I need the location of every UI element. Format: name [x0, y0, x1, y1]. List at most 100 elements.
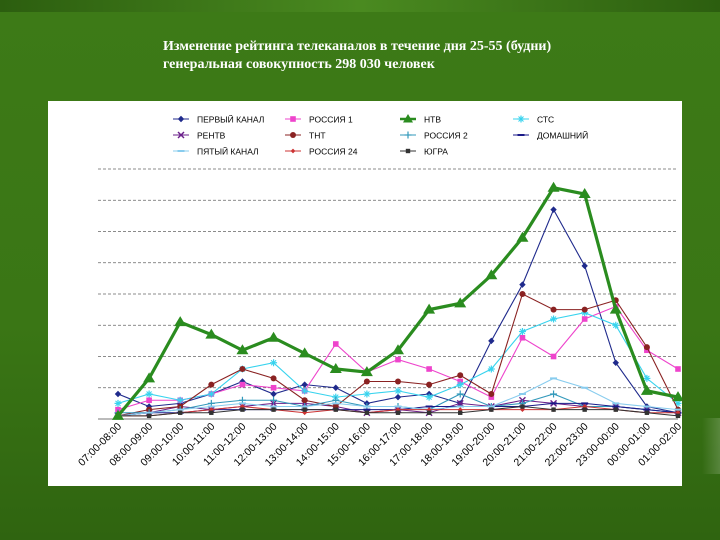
legend-item: ТНТ	[285, 131, 326, 141]
data-point	[519, 334, 526, 341]
series-2	[112, 181, 684, 420]
legend-item: СТС	[513, 115, 554, 125]
data-point-stroke	[177, 397, 184, 404]
data-point	[290, 132, 296, 138]
data-point-stroke	[270, 359, 277, 366]
data-point	[489, 407, 494, 412]
data-point-stroke	[364, 391, 370, 397]
data-point	[395, 407, 401, 413]
legend-label: РОССИЯ 1	[309, 115, 353, 125]
data-point	[550, 390, 558, 398]
legend-label: СТС	[537, 115, 554, 125]
data-point	[518, 328, 526, 335]
legend-label: ДОМАШНИЙ	[537, 130, 588, 141]
data-point	[458, 410, 463, 415]
data-point-stroke	[208, 391, 215, 397]
data-point	[581, 316, 588, 322]
data-point-stroke	[550, 316, 557, 322]
data-point	[395, 410, 401, 415]
data-point	[456, 381, 464, 389]
legend-label: ТНТ	[309, 131, 326, 141]
data-point	[395, 378, 401, 385]
data-point	[519, 281, 526, 288]
data-point	[644, 410, 650, 415]
data-point	[672, 391, 684, 402]
data-point	[270, 390, 277, 398]
legend-item: НТВ	[400, 114, 441, 125]
data-point	[177, 115, 185, 123]
data-point	[457, 407, 463, 413]
legend-item: ПЕРВЫЙ КАНАЛ	[173, 114, 264, 125]
data-point	[426, 381, 433, 388]
legend-item: ПЯТЫЙ КАНАЛ	[173, 146, 259, 157]
data-point	[456, 390, 464, 398]
data-point	[290, 148, 296, 154]
data-point-stroke	[644, 375, 650, 382]
data-point	[329, 363, 342, 373]
data-point-stroke	[146, 391, 152, 397]
data-point	[640, 384, 653, 395]
data-point	[403, 114, 413, 123]
data-point	[675, 413, 681, 419]
series-3	[114, 309, 682, 407]
data-point	[675, 366, 681, 372]
data-point	[360, 366, 373, 377]
legend-label: РЕНТВ	[197, 131, 226, 141]
data-point	[209, 410, 214, 415]
data-point	[488, 337, 495, 345]
data-point-stroke	[519, 328, 526, 335]
data-point	[333, 407, 338, 412]
legend-item: РОССИЯ 24	[285, 147, 358, 157]
data-point	[301, 397, 308, 404]
data-point	[332, 384, 339, 391]
data-point	[240, 407, 245, 412]
legend-item: РЕНТВ	[173, 131, 226, 141]
data-point	[239, 381, 246, 388]
legend-label: ПЯТЫЙ КАНАЛ	[197, 146, 259, 157]
data-point-stroke	[395, 388, 401, 394]
data-point	[143, 372, 156, 383]
data-point	[519, 291, 526, 297]
data-point	[425, 393, 433, 401]
data-point	[271, 407, 276, 412]
data-point	[426, 366, 432, 372]
data-point	[643, 344, 650, 351]
legend-label: РОССИЯ 24	[309, 147, 358, 157]
data-point	[581, 306, 588, 313]
data-point-stroke	[177, 131, 185, 139]
data-point-stroke	[612, 322, 619, 329]
data-point	[298, 347, 311, 358]
data-point	[290, 116, 296, 122]
legend-label: НТВ	[424, 115, 441, 125]
data-point	[267, 331, 280, 342]
data-point	[364, 410, 370, 415]
data-point	[550, 306, 557, 313]
data-point	[146, 413, 152, 419]
data-point	[270, 384, 277, 391]
data-point	[578, 188, 591, 198]
data-point	[488, 394, 495, 400]
data-point	[270, 375, 277, 382]
data-point	[236, 344, 249, 355]
data-point	[613, 407, 618, 412]
data-point	[363, 390, 371, 398]
data-point	[394, 393, 402, 401]
x-tick-labels: 07:00-08:0008:00-09:0009:00-10:0010:00-1…	[76, 421, 684, 469]
legend-item: ЮГРА	[400, 147, 448, 157]
legend-label: ЮГРА	[424, 147, 448, 157]
data-point	[208, 381, 215, 388]
data-point	[332, 341, 339, 347]
data-point	[174, 316, 187, 327]
data-point-stroke	[675, 400, 681, 407]
data-point	[517, 115, 525, 123]
data-point	[520, 404, 525, 409]
data-point	[550, 315, 558, 323]
data-point	[404, 131, 412, 139]
data-point	[208, 407, 214, 413]
legend-item: ДОМАШНИЙ	[513, 130, 588, 141]
line-chart: 07:00-08:0008:00-09:0009:00-10:0010:00-1…	[76, 114, 684, 469]
data-point	[550, 206, 557, 213]
data-point-stroke	[301, 388, 308, 394]
data-point	[302, 407, 307, 412]
legend-label: РОССИЯ 2	[424, 131, 468, 141]
